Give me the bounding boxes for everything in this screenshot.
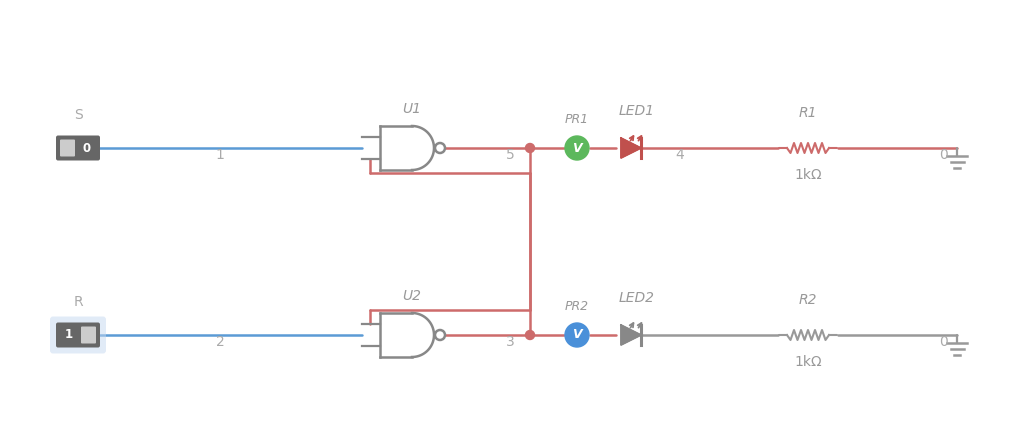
FancyBboxPatch shape [60,140,75,157]
Circle shape [435,143,445,153]
Text: U1: U1 [402,102,422,116]
Text: R: R [73,295,83,309]
Text: 1: 1 [216,148,224,162]
Text: 5: 5 [506,148,514,162]
Text: V: V [572,328,582,341]
Text: PR1: PR1 [565,113,589,126]
Polygon shape [621,138,641,158]
Text: R1: R1 [799,106,817,120]
Circle shape [435,330,445,340]
FancyBboxPatch shape [56,322,100,347]
FancyBboxPatch shape [81,327,96,344]
Text: LED1: LED1 [618,104,655,118]
Text: 1: 1 [65,328,73,341]
Polygon shape [621,325,641,345]
Circle shape [565,323,589,347]
Text: 0: 0 [939,148,947,162]
Text: S: S [74,108,82,122]
Text: 2: 2 [216,335,224,349]
Text: 1kΩ: 1kΩ [795,355,822,369]
FancyBboxPatch shape [50,316,106,354]
Text: PR2: PR2 [565,300,589,313]
Text: 4: 4 [676,148,684,162]
Text: LED2: LED2 [618,291,655,305]
Circle shape [525,330,535,340]
Circle shape [565,136,589,160]
Text: 1kΩ: 1kΩ [795,168,822,182]
Text: 3: 3 [506,335,514,349]
Text: 0: 0 [83,141,91,154]
FancyBboxPatch shape [56,135,100,160]
Text: R2: R2 [799,293,817,307]
Text: 0: 0 [939,335,947,349]
Text: V: V [572,141,582,154]
Text: U2: U2 [402,289,422,303]
Circle shape [525,143,535,152]
